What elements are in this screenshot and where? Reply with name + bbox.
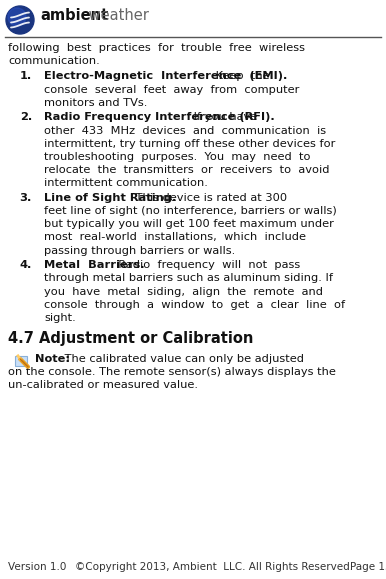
Text: console  several  feet  away  from  computer: console several feet away from computer bbox=[44, 85, 300, 94]
Text: most  real-world  installations,  which  include: most real-world installations, which inc… bbox=[44, 232, 306, 243]
Text: 4.7 Adjustment or Calibration: 4.7 Adjustment or Calibration bbox=[8, 331, 253, 346]
Text: but typically you will get 100 feet maximum under: but typically you will get 100 feet maxi… bbox=[44, 219, 334, 229]
Text: 3.: 3. bbox=[20, 193, 32, 203]
Text: on the console. The remote sensor(s) always displays the: on the console. The remote sensor(s) alw… bbox=[8, 367, 336, 377]
Text: Keep  the: Keep the bbox=[212, 71, 270, 82]
Text: ambient: ambient bbox=[40, 8, 108, 23]
Text: intermittent, try turning off these other devices for: intermittent, try turning off these othe… bbox=[44, 139, 335, 149]
Text: Version 1.0: Version 1.0 bbox=[8, 562, 66, 572]
Circle shape bbox=[6, 6, 34, 34]
Text: Note:: Note: bbox=[35, 354, 70, 364]
Text: If you have: If you have bbox=[190, 112, 257, 122]
Text: 1.: 1. bbox=[20, 71, 32, 82]
Text: The calibrated value can only be adjusted: The calibrated value can only be adjuste… bbox=[61, 354, 304, 364]
Text: through metal barriers such as aluminum siding. If: through metal barriers such as aluminum … bbox=[44, 273, 333, 283]
Text: ©Copyright 2013, Ambient  LLC. All Rights Reserved.: ©Copyright 2013, Ambient LLC. All Rights… bbox=[75, 562, 353, 572]
Text: Electro-Magnetic  Interference  (EMI).: Electro-Magnetic Interference (EMI). bbox=[44, 71, 287, 82]
FancyBboxPatch shape bbox=[15, 356, 27, 366]
Circle shape bbox=[8, 8, 26, 26]
Text: Page 13: Page 13 bbox=[350, 562, 386, 572]
Text: troubleshooting  purposes.  You  may  need  to: troubleshooting purposes. You may need t… bbox=[44, 152, 310, 162]
Text: 4.: 4. bbox=[20, 260, 32, 270]
Text: communication.: communication. bbox=[8, 56, 100, 66]
Text: Line of Sight Rating.: Line of Sight Rating. bbox=[44, 193, 176, 203]
Text: relocate  the  transmitters  or  receivers  to  avoid: relocate the transmitters or receivers t… bbox=[44, 165, 330, 175]
Text: passing through barriers or walls.: passing through barriers or walls. bbox=[44, 245, 235, 255]
Text: 2.: 2. bbox=[20, 112, 32, 122]
Text: Radio Frequency Interference (RFI).: Radio Frequency Interference (RFI). bbox=[44, 112, 275, 122]
Text: you  have  metal  siding,  align  the  remote  and: you have metal siding, align the remote … bbox=[44, 287, 323, 296]
Text: console  through  a  window  to  get  a  clear  line  of: console through a window to get a clear … bbox=[44, 300, 345, 310]
Text: other  433  MHz  devices  and  communication  is: other 433 MHz devices and communication … bbox=[44, 126, 326, 135]
Text: Radio  frequency  will  not  pass: Radio frequency will not pass bbox=[111, 260, 300, 270]
Text: feet line of sight (no interference, barriers or walls): feet line of sight (no interference, bar… bbox=[44, 206, 337, 216]
Text: This device is rated at 300: This device is rated at 300 bbox=[132, 193, 287, 203]
Text: un-calibrated or measured value.: un-calibrated or measured value. bbox=[8, 380, 198, 390]
Text: intermittent communication.: intermittent communication. bbox=[44, 178, 208, 188]
Text: following  best  practices  for  trouble  free  wireless: following best practices for trouble fre… bbox=[8, 43, 305, 53]
Text: sight.: sight. bbox=[44, 313, 76, 323]
Text: monitors and TVs.: monitors and TVs. bbox=[44, 98, 147, 108]
Text: weather: weather bbox=[84, 8, 149, 23]
Text: Metal  Barriers.: Metal Barriers. bbox=[44, 260, 145, 270]
